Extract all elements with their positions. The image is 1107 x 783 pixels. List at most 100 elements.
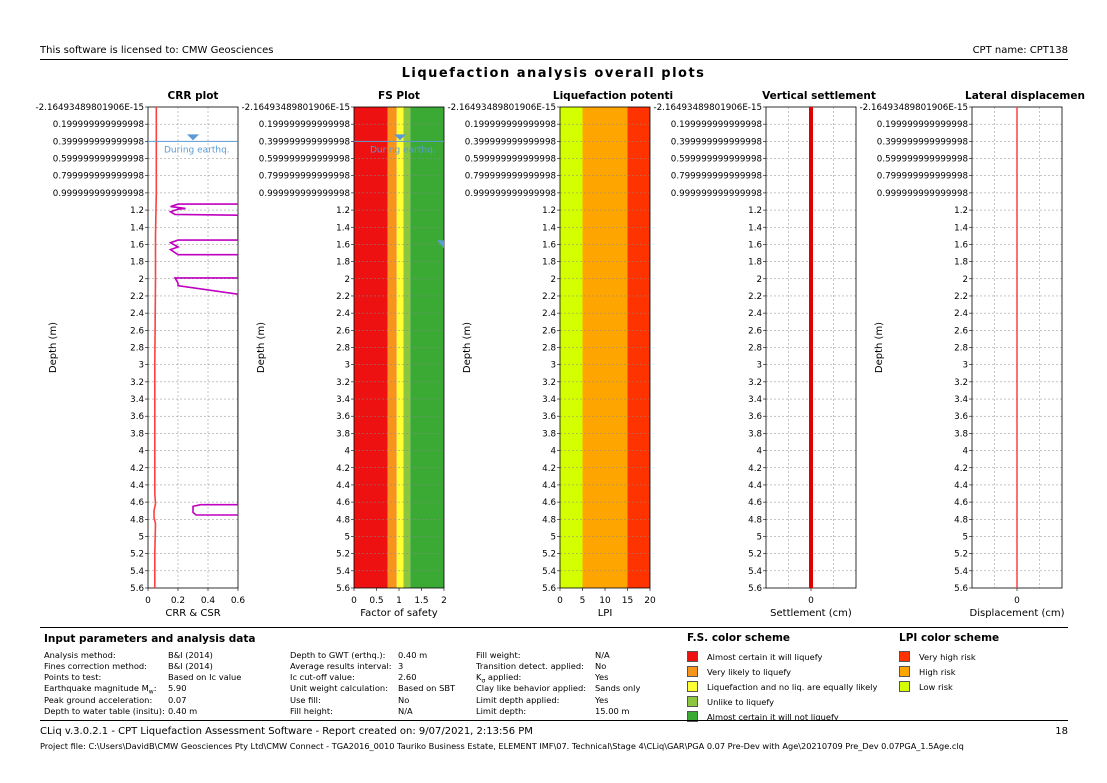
y-tick-label: 0.799999999999998 [671, 172, 762, 182]
y-tick-label: 5.6 [130, 584, 144, 594]
y-tick-label: 4.2 [748, 464, 762, 474]
y-tick-label: 2.4 [748, 309, 762, 319]
y-tick-label: -2.16493489801906E-15 [448, 103, 556, 113]
y-axis-label: Depth (m) [874, 322, 885, 373]
x-axis-label: Factor of safety [360, 608, 438, 619]
param-value: Sands only [595, 683, 641, 693]
y-tick-label: 0.999999999999998 [671, 189, 762, 199]
y-tick-label: 2.4 [542, 309, 556, 319]
y-tick-label: 2.6 [336, 326, 350, 336]
y-tick-label: 5.6 [748, 584, 762, 594]
y-tick-label: 5.2 [336, 550, 350, 560]
y-tick-label: 4 [344, 447, 350, 457]
y-tick-label: 2 [756, 275, 762, 285]
legend-swatch [687, 681, 698, 692]
y-tick-label: 1.8 [954, 258, 968, 268]
y-tick-label: 5.4 [542, 567, 556, 577]
param-label: Limit depth: [476, 706, 527, 716]
y-tick-label: 1.2 [130, 206, 144, 216]
y-tick-label: 3.6 [336, 412, 350, 422]
param-label: Depth to water table (insitu): [44, 706, 165, 716]
y-tick-label: 4.6 [542, 498, 556, 508]
y-tick-label: 5 [756, 532, 762, 542]
y-tick-label: 3.6 [130, 412, 144, 422]
legend-label: Unlike to liquefy [707, 697, 775, 707]
plot-panel-5: -2.16493489801906E-15 0.199999999999998 0.… [860, 90, 1085, 619]
y-tick-label: 0.599999999999998 [465, 155, 556, 165]
y-tick-label: 4.2 [336, 464, 350, 474]
param-value: B&I (2014) [168, 650, 213, 660]
y-tick-label: 0.399999999999998 [671, 137, 762, 147]
y-tick-label: -2.16493489801906E-15 [860, 103, 968, 113]
y-tick-label: 5.2 [130, 550, 144, 560]
y-tick-label: 3 [756, 361, 762, 371]
y-tick-label: 2 [550, 275, 556, 285]
x-tick-label: 5 [580, 596, 586, 606]
y-tick-label: 4.2 [542, 464, 556, 474]
gwt-marker-icon [187, 134, 199, 141]
y-axis-label: Depth (m) [462, 322, 473, 373]
param-label: Earthquake magnitude Mw: [44, 683, 157, 696]
y-tick-label: 1.4 [130, 223, 144, 233]
x-axis-label: CRR & CSR [165, 608, 220, 619]
y-tick-label: 0.599999999999998 [671, 155, 762, 165]
y-tick-label: 2.4 [954, 309, 968, 319]
param-value: 0.07 [168, 695, 187, 705]
crr-line [168, 203, 238, 516]
y-tick-label: 0.199999999999998 [671, 120, 762, 130]
y-tick-label: 1.8 [542, 258, 556, 268]
y-tick-label: 3.2 [748, 378, 762, 388]
y-tick-label: 1.8 [130, 258, 144, 268]
gwt-marker-icon [394, 134, 406, 141]
y-tick-label: 3.2 [542, 378, 556, 388]
y-tick-label: 4.8 [748, 515, 762, 525]
y-tick-label: 2.8 [954, 344, 968, 354]
y-tick-label: -2.16493489801906E-15 [654, 103, 762, 113]
y-tick-label: 4.4 [336, 481, 350, 491]
param-label: Limit depth applied: [476, 695, 560, 705]
x-tick-label: 0 [808, 596, 814, 606]
y-tick-label: 0.799999999999998 [259, 172, 350, 182]
y-tick-label: 0.199999999999998 [465, 120, 556, 130]
y-tick-label: 2.4 [336, 309, 350, 319]
y-tick-label: 4.2 [954, 464, 968, 474]
param-value: 5.90 [168, 683, 187, 693]
y-tick-label: 1.4 [954, 223, 968, 233]
y-tick-label: 1.6 [542, 240, 556, 250]
x-tick-label: 0.4 [201, 596, 216, 606]
y-tick-label: 2 [138, 275, 144, 285]
y-tick-label: 5.6 [542, 584, 556, 594]
y-tick-label: 3.8 [336, 429, 350, 439]
y-tick-label: 0.399999999999998 [877, 137, 968, 147]
fs-marker-icon [437, 240, 444, 249]
y-tick-label: 2.6 [954, 326, 968, 336]
gwt-annotation: During earthq. [164, 145, 230, 155]
license-text: This software is licensed to: CMW Geosci… [40, 45, 274, 56]
y-tick-label: 5.6 [954, 584, 968, 594]
y-tick-label: -2.16493489801906E-15 [36, 103, 144, 113]
y-tick-label: 1.2 [954, 206, 968, 216]
y-tick-label: 3.4 [542, 395, 556, 405]
fs-band [396, 107, 404, 588]
legend-label: High risk [919, 667, 956, 677]
y-tick-label: 0.599999999999998 [259, 155, 350, 165]
y-tick-label: 5.4 [748, 567, 762, 577]
param-label: Unit weight calculation: [290, 683, 388, 693]
y-tick-label: 0.399999999999998 [465, 137, 556, 147]
y-tick-label: 3 [550, 361, 556, 371]
legend-swatch [899, 681, 910, 692]
param-value: N/A [398, 706, 413, 716]
plot-panel-2: -2.16493489801906E-15 0.199999999999998 0.… [242, 90, 447, 619]
y-tick-label: 5 [138, 532, 144, 542]
header-rule [40, 59, 1068, 60]
y-tick-label: 2.4 [130, 309, 144, 319]
y-tick-label: 3.2 [336, 378, 350, 388]
plot-panel-3: -2.16493489801906E-15 0.199999999999998 0.… [448, 90, 674, 619]
y-tick-label: 1.8 [748, 258, 762, 268]
legend-swatch [899, 651, 910, 662]
y-tick-label: 2.6 [748, 326, 762, 336]
y-tick-label: 1.2 [336, 206, 350, 216]
y-tick-label: 2.8 [748, 344, 762, 354]
y-tick-label: 3 [962, 361, 968, 371]
y-tick-label: 2.2 [130, 292, 144, 302]
